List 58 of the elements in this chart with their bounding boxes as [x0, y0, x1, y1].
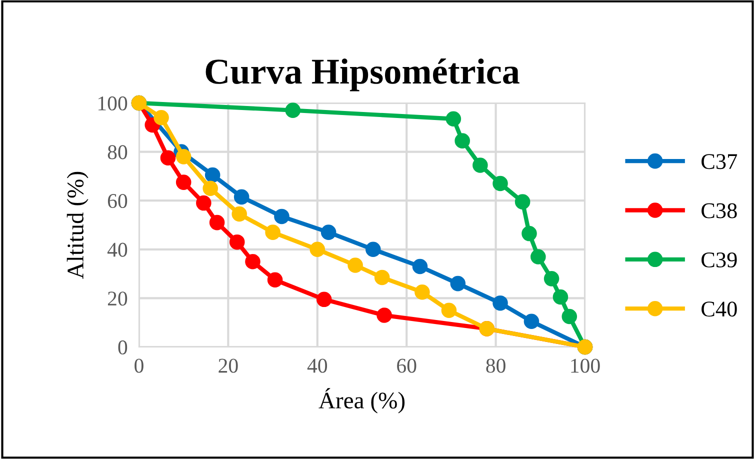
point	[376, 308, 392, 323]
y-tick-label: 0	[118, 340, 128, 354]
point	[514, 194, 530, 210]
point	[274, 208, 290, 224]
x-axis-title: Área (%)	[318, 388, 405, 414]
x-tick-label: 0	[134, 358, 144, 373]
y-tick-label: 80	[108, 145, 128, 160]
point	[232, 206, 247, 222]
point	[366, 242, 381, 258]
point	[454, 133, 470, 148]
y-axis-title: Altitud (%)	[66, 172, 88, 279]
point	[320, 224, 336, 240]
y-tick-label: 40	[107, 242, 128, 257]
point	[446, 111, 462, 126]
point	[348, 258, 363, 273]
legend-label: C38	[702, 203, 737, 218]
point	[412, 258, 428, 274]
point	[176, 149, 192, 164]
y-tick-label: 100	[98, 96, 128, 110]
chart-title: Curva Hipsométrica	[206, 58, 520, 92]
y-tick-label: 60	[108, 194, 128, 208]
point	[196, 195, 212, 211]
point	[154, 110, 169, 126]
point	[316, 292, 332, 308]
point	[492, 176, 508, 192]
point	[472, 158, 488, 173]
point	[245, 254, 260, 270]
x-tick-label: 40	[307, 358, 328, 373]
point	[285, 102, 301, 118]
point	[522, 226, 537, 242]
x-tick-label: 80	[486, 358, 506, 373]
point	[544, 271, 560, 286]
legend-label: C37	[702, 154, 738, 170]
point	[209, 214, 225, 230]
point	[310, 242, 326, 258]
point	[160, 150, 176, 166]
point	[229, 234, 245, 250]
point	[530, 249, 546, 264]
y-tick-label: 20	[108, 292, 128, 306]
point	[176, 174, 192, 190]
point	[450, 276, 466, 292]
point	[492, 295, 508, 311]
x-tick-label: 100	[571, 358, 600, 373]
point	[524, 314, 540, 330]
point	[441, 302, 457, 318]
point	[374, 270, 390, 286]
point	[267, 272, 283, 288]
legend-label: C39	[702, 252, 737, 268]
legend-label: C40	[702, 302, 737, 317]
point	[202, 180, 218, 196]
point	[204, 167, 220, 183]
x-tick-label: 60	[397, 358, 416, 373]
point	[562, 308, 578, 324]
point	[265, 224, 280, 240]
point	[552, 289, 568, 305]
x-tick-label: 20	[218, 358, 238, 373]
point	[234, 189, 250, 205]
point	[414, 284, 430, 300]
